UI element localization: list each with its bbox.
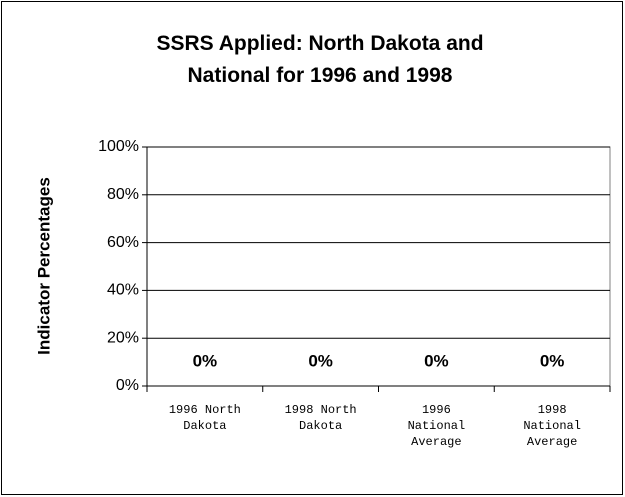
- y-tick-label: 100%: [98, 138, 139, 155]
- y-tick-label: 60%: [107, 234, 139, 251]
- value-label: 0%: [424, 351, 449, 370]
- x-tick-label: 1996 North Dakota: [168, 403, 241, 433]
- x-tick-label: 1998 National Average: [523, 403, 581, 449]
- y-tick-label: 20%: [107, 329, 139, 346]
- x-tick-label: 1996 National Average: [407, 403, 466, 449]
- chart-title: SSRS Applied: North Dakota and National …: [156, 32, 484, 87]
- value-label: 0%: [540, 351, 565, 370]
- plot-area: [146, 146, 611, 387]
- y-tick-label: 0%: [116, 377, 139, 394]
- y-tick-label: 80%: [107, 186, 139, 203]
- value-label: 0%: [193, 351, 218, 370]
- y-tick-label: 40%: [107, 282, 139, 299]
- x-tick-label: 1998 North Dakota: [284, 403, 357, 433]
- y-axis-label: Indicator Percentages: [34, 177, 53, 355]
- value-label: 0%: [308, 351, 333, 370]
